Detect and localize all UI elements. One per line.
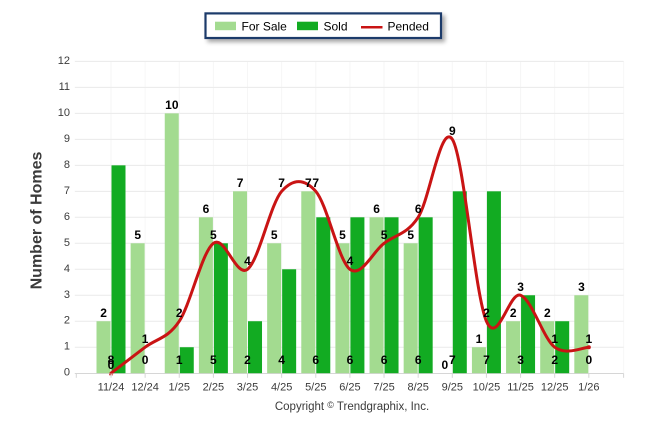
svg-text:12/25: 12/25 bbox=[541, 382, 569, 394]
svg-text:4/25: 4/25 bbox=[271, 382, 292, 394]
svg-text:7: 7 bbox=[312, 176, 319, 190]
svg-text:1: 1 bbox=[585, 332, 592, 346]
svg-text:4: 4 bbox=[278, 353, 285, 367]
svg-text:7: 7 bbox=[449, 353, 456, 367]
svg-text:1: 1 bbox=[176, 353, 183, 367]
svg-text:4: 4 bbox=[347, 254, 354, 268]
svg-text:1: 1 bbox=[64, 341, 70, 353]
svg-text:9: 9 bbox=[64, 133, 70, 145]
svg-text:2: 2 bbox=[483, 306, 490, 320]
svg-text:3: 3 bbox=[517, 280, 524, 294]
svg-text:1: 1 bbox=[476, 332, 483, 346]
svg-text:Copyright © Trendgraphix, Inc.: Copyright © Trendgraphix, Inc. bbox=[275, 400, 429, 413]
svg-text:6: 6 bbox=[381, 353, 388, 367]
svg-text:5: 5 bbox=[381, 228, 388, 242]
svg-text:0: 0 bbox=[64, 367, 70, 379]
svg-text:2: 2 bbox=[551, 353, 558, 367]
svg-text:2: 2 bbox=[510, 306, 517, 320]
svg-text:4: 4 bbox=[244, 254, 251, 268]
svg-text:10/25: 10/25 bbox=[473, 382, 501, 394]
svg-text:3: 3 bbox=[578, 280, 585, 294]
svg-text:1: 1 bbox=[551, 332, 558, 346]
svg-text:7: 7 bbox=[483, 353, 490, 367]
svg-text:3: 3 bbox=[64, 289, 70, 301]
svg-text:2: 2 bbox=[244, 353, 251, 367]
svg-text:5/25: 5/25 bbox=[305, 382, 326, 394]
svg-text:2: 2 bbox=[100, 306, 107, 320]
svg-text:8: 8 bbox=[64, 159, 70, 171]
svg-text:9/25: 9/25 bbox=[442, 382, 463, 394]
svg-text:5: 5 bbox=[134, 228, 141, 242]
svg-text:Pended: Pended bbox=[388, 20, 429, 34]
svg-text:6: 6 bbox=[415, 202, 422, 216]
svg-text:8/25: 8/25 bbox=[407, 382, 428, 394]
svg-text:6: 6 bbox=[203, 202, 210, 216]
svg-text:5: 5 bbox=[64, 237, 70, 249]
svg-text:4: 4 bbox=[64, 263, 70, 275]
svg-text:10: 10 bbox=[58, 107, 70, 119]
svg-text:2: 2 bbox=[64, 315, 70, 327]
svg-text:5: 5 bbox=[407, 228, 414, 242]
svg-text:7: 7 bbox=[237, 176, 244, 190]
svg-text:2: 2 bbox=[176, 306, 183, 320]
svg-text:6: 6 bbox=[312, 353, 319, 367]
svg-text:7: 7 bbox=[64, 185, 70, 197]
svg-text:3: 3 bbox=[517, 353, 524, 367]
svg-text:Sold: Sold bbox=[324, 20, 348, 34]
svg-text:12/24: 12/24 bbox=[131, 382, 159, 394]
svg-text:5: 5 bbox=[271, 228, 278, 242]
svg-text:7/25: 7/25 bbox=[373, 382, 394, 394]
svg-text:8: 8 bbox=[108, 353, 115, 367]
svg-text:1/26: 1/26 bbox=[578, 382, 599, 394]
svg-text:7: 7 bbox=[278, 176, 285, 190]
svg-text:0: 0 bbox=[442, 358, 449, 372]
svg-text:For Sale: For Sale bbox=[242, 20, 288, 34]
svg-text:5: 5 bbox=[339, 228, 346, 242]
svg-text:11: 11 bbox=[59, 81, 70, 93]
svg-text:2: 2 bbox=[544, 306, 551, 320]
svg-text:6: 6 bbox=[64, 211, 70, 223]
svg-text:2/25: 2/25 bbox=[203, 382, 224, 394]
svg-text:6/25: 6/25 bbox=[339, 382, 360, 394]
svg-text:9: 9 bbox=[449, 124, 456, 138]
svg-text:0: 0 bbox=[142, 353, 149, 367]
svg-text:1/25: 1/25 bbox=[169, 382, 190, 394]
svg-text:6: 6 bbox=[415, 353, 422, 367]
svg-text:Number of Homes: Number of Homes bbox=[28, 152, 45, 290]
svg-text:1: 1 bbox=[142, 332, 149, 346]
svg-text:6: 6 bbox=[373, 202, 380, 216]
svg-text:3/25: 3/25 bbox=[237, 382, 258, 394]
svg-text:11/24: 11/24 bbox=[98, 382, 125, 394]
svg-text:5: 5 bbox=[210, 353, 217, 367]
svg-text:0: 0 bbox=[585, 353, 592, 367]
svg-text:10: 10 bbox=[165, 98, 179, 112]
svg-text:5: 5 bbox=[210, 228, 217, 242]
svg-text:11/25: 11/25 bbox=[507, 382, 534, 394]
svg-text:6: 6 bbox=[347, 353, 354, 367]
svg-text:0: 0 bbox=[108, 358, 115, 372]
svg-text:7: 7 bbox=[305, 176, 312, 190]
svg-text:12: 12 bbox=[58, 55, 70, 67]
